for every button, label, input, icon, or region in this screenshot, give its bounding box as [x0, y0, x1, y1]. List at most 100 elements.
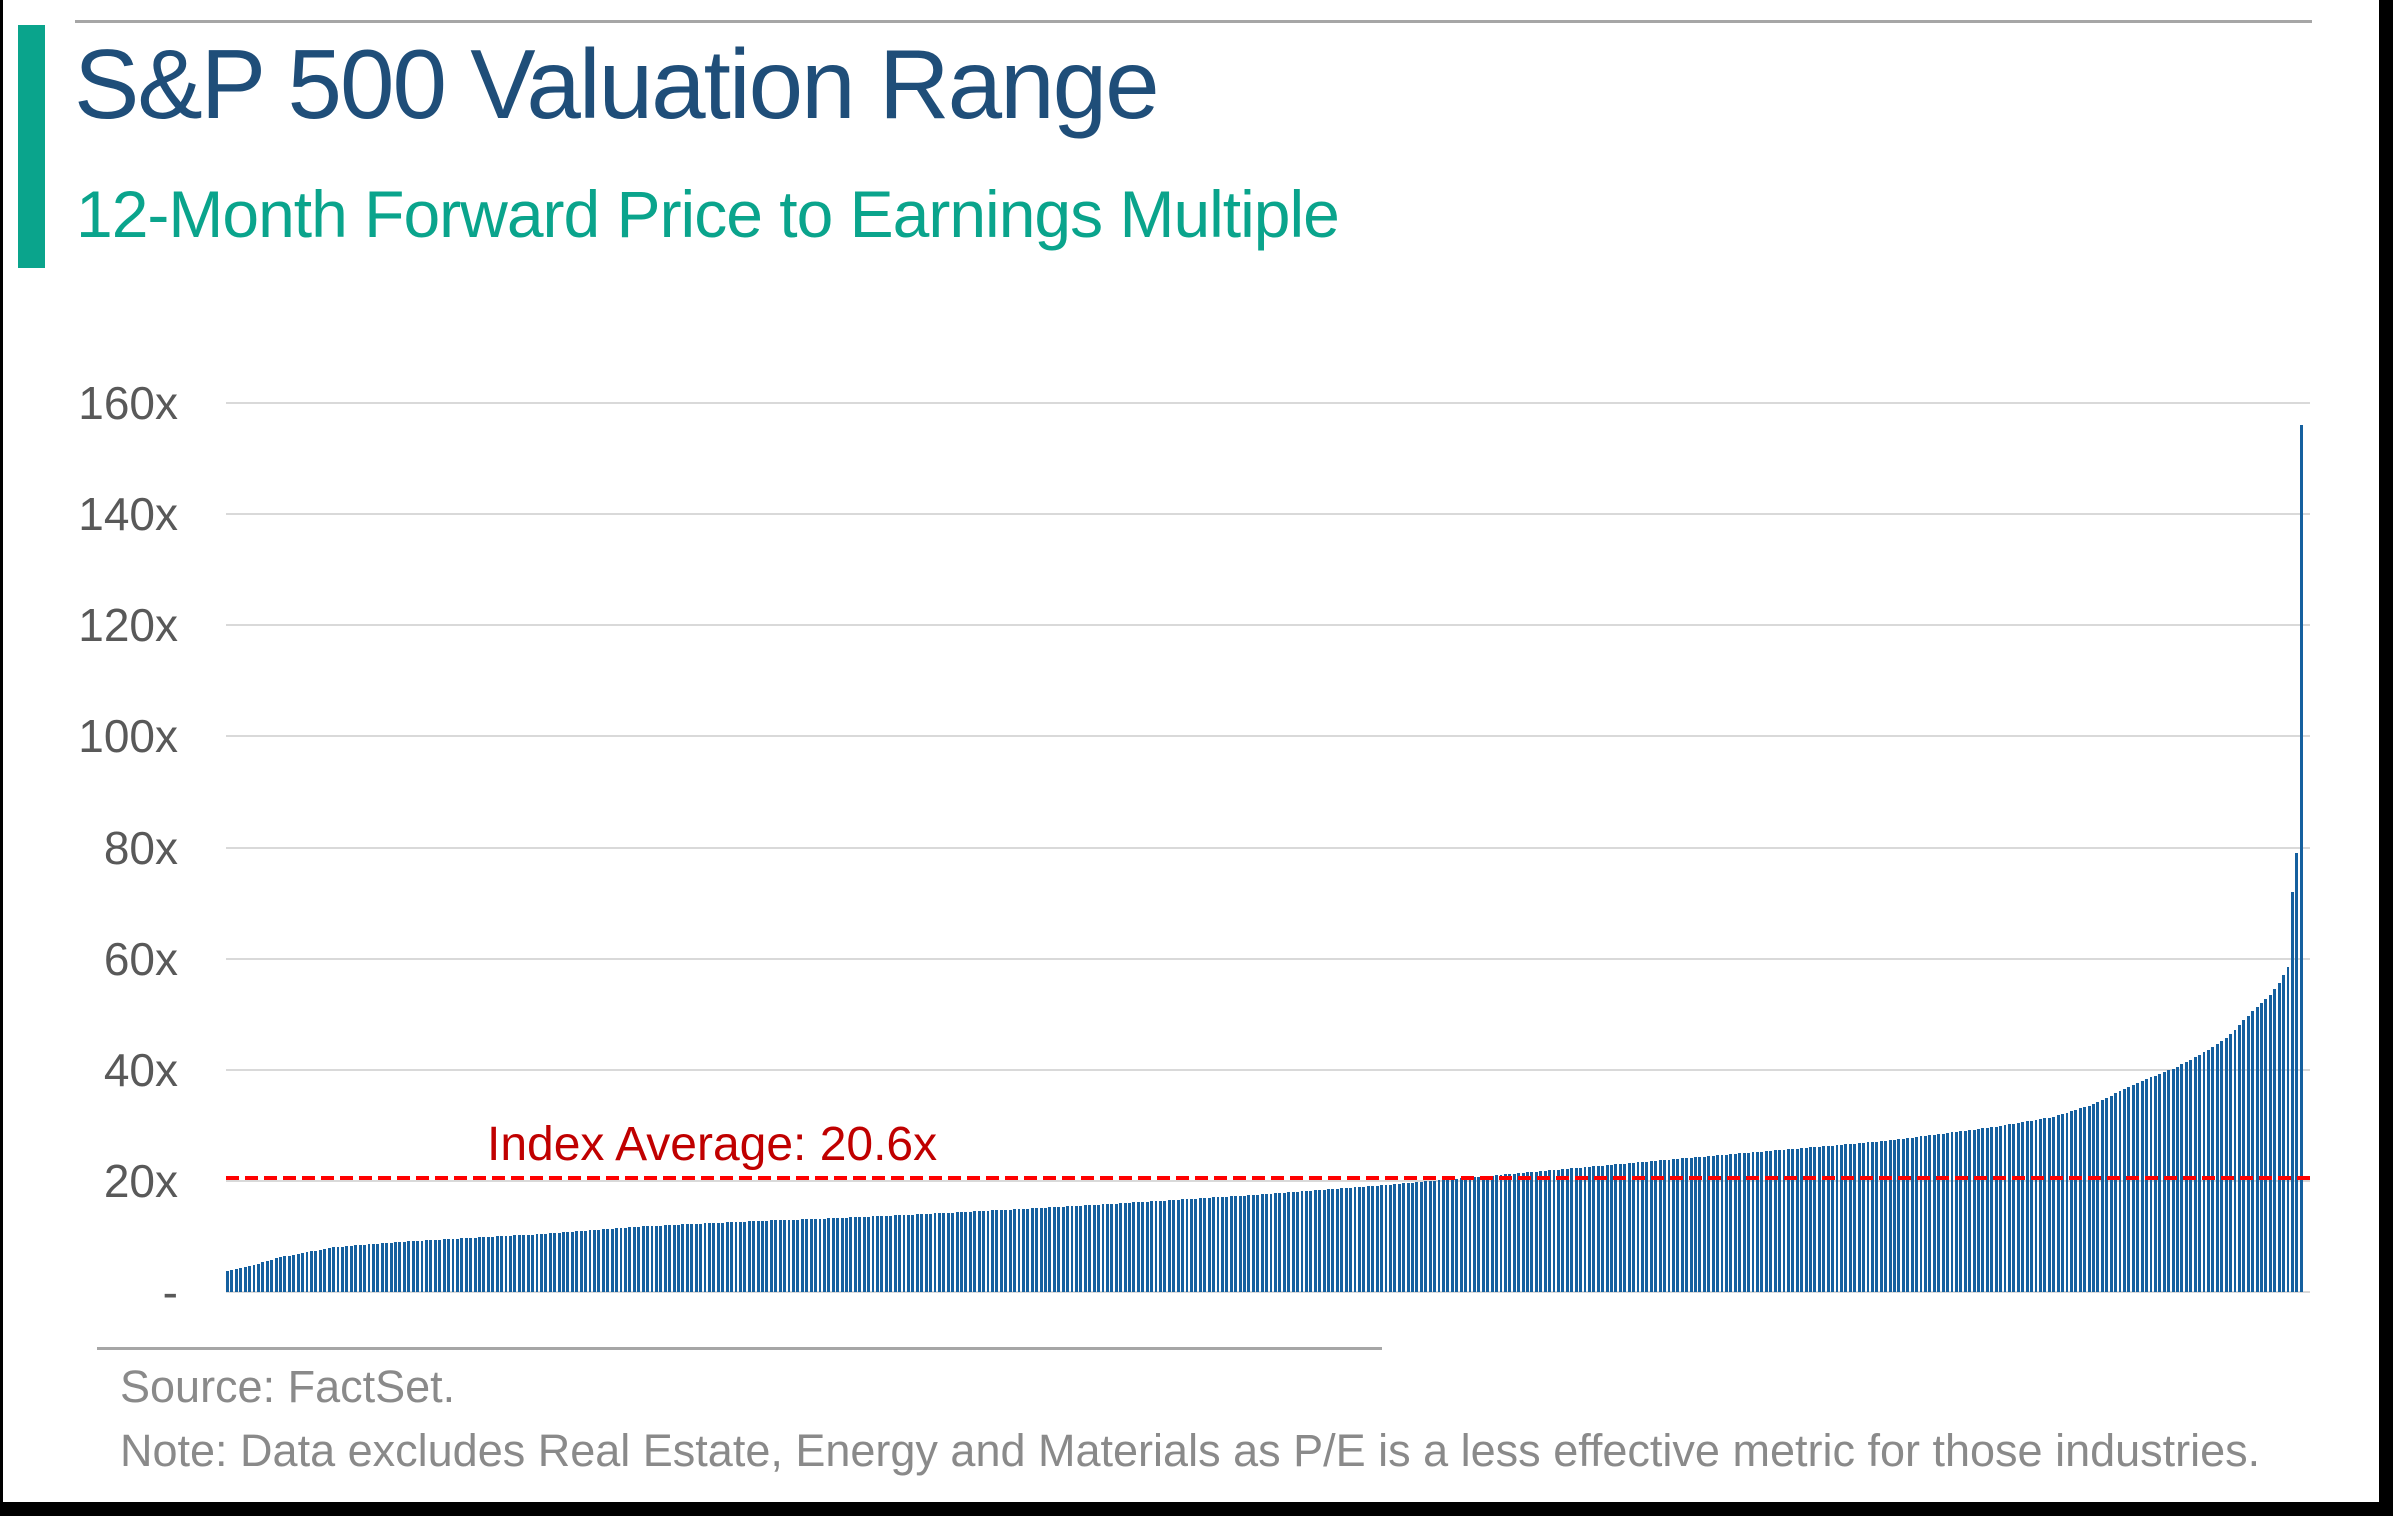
company-pe-bar [2268, 994, 2272, 1292]
company-pe-bar [902, 1214, 906, 1292]
company-pe-bar [1694, 1157, 1697, 1292]
company-pe-bar [1729, 1154, 1733, 1292]
company-pe-bar [1039, 1207, 1043, 1292]
company-pe-bar [2092, 1104, 2095, 1292]
company-pe-bar [2043, 1118, 2047, 1292]
company-pe-bar [619, 1228, 623, 1292]
company-pe-bar [1778, 1150, 1781, 1292]
company-pe-bar [2251, 1011, 2255, 1292]
company-pe-bar [1791, 1148, 1795, 1292]
company-pe-bar [2061, 1113, 2064, 1292]
company-pe-bar [995, 1210, 999, 1292]
company-pe-bar [761, 1220, 764, 1292]
company-pe-bar [915, 1214, 919, 1292]
chart-subtitle: 12-Month Forward Price to Earnings Multi… [76, 177, 1340, 251]
company-pe-bar [1052, 1207, 1056, 1292]
company-pe-bar [1464, 1178, 1468, 1292]
company-pe-bar [977, 1211, 981, 1292]
company-pe-bar [1579, 1167, 1582, 1292]
gridline [226, 846, 2310, 849]
company-pe-bar [1176, 1199, 1180, 1292]
company-pe-bar [1371, 1186, 1375, 1292]
company-pe-bar [1057, 1206, 1061, 1292]
company-pe-bar [1981, 1128, 1985, 1292]
company-pe-bar [1879, 1141, 1883, 1292]
company-pe-bar [1556, 1169, 1560, 1292]
company-pe-bar [1924, 1135, 1927, 1292]
company-pe-bar [1477, 1176, 1481, 1292]
company-pe-bar [827, 1218, 831, 1292]
company-pe-bar [345, 1246, 349, 1292]
company-pe-bar [1508, 1174, 1512, 1292]
company-pe-bar [831, 1218, 835, 1292]
y-tick-label: - [162, 1266, 178, 1318]
company-pe-bar [1141, 1201, 1145, 1292]
company-pe-bar [1689, 1157, 1693, 1292]
company-pe-bar [1526, 1172, 1529, 1292]
company-pe-bar [1649, 1161, 1653, 1292]
company-pe-bar [2260, 1002, 2263, 1292]
company-pe-bar [1273, 1193, 1277, 1292]
company-pe-bar [1959, 1131, 1963, 1292]
company-pe-bar [2145, 1079, 2148, 1292]
company-pe-bar [756, 1220, 760, 1292]
company-pe-bar [1817, 1146, 1821, 1292]
company-pe-bar [1446, 1179, 1450, 1292]
gridline [226, 1179, 2310, 1182]
company-pe-bar [1884, 1140, 1888, 1292]
company-pe-bar [681, 1224, 685, 1292]
company-pe-bar [473, 1237, 477, 1292]
company-pe-bar [1247, 1195, 1251, 1292]
company-pe-bar [1203, 1198, 1207, 1292]
company-pe-bar [1985, 1127, 1989, 1292]
company-pe-bar [318, 1249, 322, 1292]
company-pe-bar [1442, 1179, 1445, 1292]
company-pe-bar [1543, 1170, 1547, 1292]
company-pe-bar [2264, 998, 2268, 1292]
company-pe-bar [1238, 1195, 1242, 1292]
company-pe-bar [2299, 425, 2303, 1292]
company-pe-bar [1322, 1189, 1326, 1292]
company-pe-bar [1707, 1156, 1711, 1292]
company-pe-bar [1459, 1178, 1463, 1292]
company-pe-bar [2056, 1115, 2060, 1292]
company-pe-bar [867, 1216, 871, 1292]
company-pe-bar [588, 1230, 592, 1292]
company-pe-bar [226, 1270, 229, 1292]
company-pe-bar [1813, 1147, 1817, 1292]
company-pe-bar [1358, 1187, 1361, 1292]
company-pe-bar [438, 1239, 442, 1292]
company-pe-bar [2237, 1024, 2241, 1292]
company-pe-bar [1185, 1199, 1189, 1292]
company-pe-bar [769, 1220, 773, 1292]
company-pe-bar [584, 1230, 588, 1292]
company-pe-bar [1216, 1197, 1220, 1292]
company-pe-bar [500, 1236, 504, 1292]
company-pe-bar [862, 1216, 866, 1292]
company-pe-bar [2229, 1034, 2232, 1292]
y-tick-label: 100x [78, 710, 178, 763]
company-pe-bar [1835, 1145, 1839, 1292]
company-pe-bar [389, 1242, 393, 1292]
company-pe-bar [2167, 1070, 2171, 1292]
company-pe-bar [1822, 1146, 1826, 1292]
company-pe-bar [1154, 1201, 1158, 1292]
company-pe-bar [929, 1213, 932, 1292]
company-pe-bar [787, 1219, 791, 1292]
company-pe-bar [734, 1221, 738, 1292]
company-pe-bar [2127, 1086, 2131, 1292]
company-pe-bar [1353, 1187, 1357, 1292]
y-tick-label: 160x [78, 377, 178, 429]
company-pe-bar [2242, 1020, 2246, 1292]
index-average-label: Index Average: 20.6x [487, 1118, 938, 1171]
company-pe-bar [946, 1212, 950, 1292]
company-pe-bar [765, 1220, 769, 1292]
company-pe-bar [1512, 1173, 1516, 1292]
company-pe-bar [1632, 1162, 1636, 1292]
company-pe-bar [2153, 1075, 2157, 1292]
company-pe-bar [305, 1252, 309, 1292]
company-pe-bar [1742, 1153, 1746, 1292]
company-pe-bar [1671, 1159, 1675, 1292]
company-pe-bar [2109, 1095, 2113, 1292]
company-pe-bar [1663, 1159, 1666, 1292]
